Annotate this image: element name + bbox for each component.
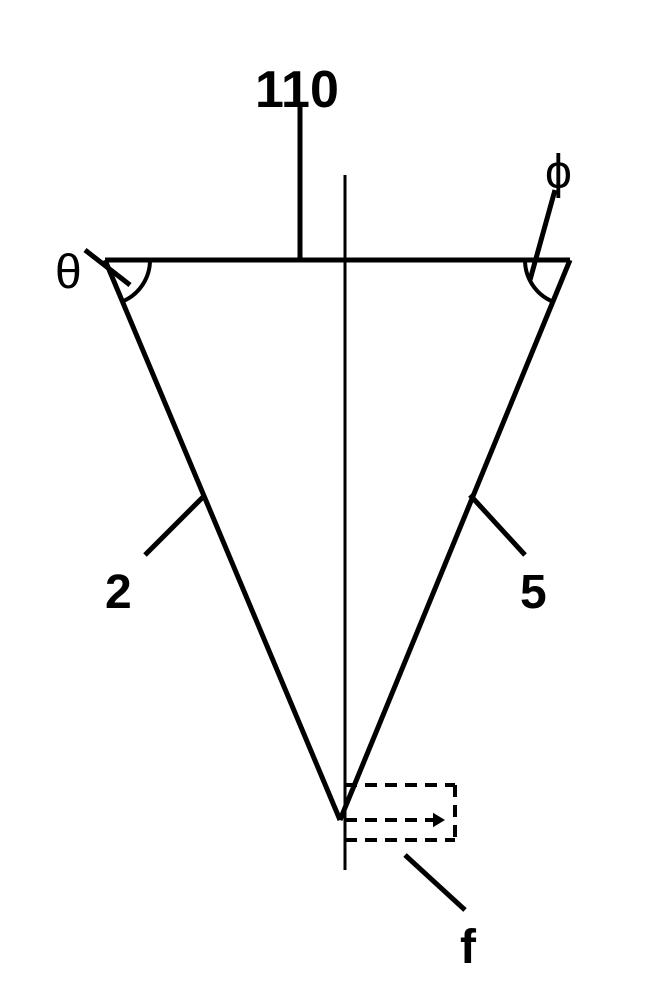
theta-label: θ — [55, 245, 82, 300]
geometric-diagram: 110 θ ϕ 2 5 f — [0, 0, 653, 984]
label-2: 2 — [105, 565, 132, 620]
title-number-label: 110 — [255, 60, 339, 120]
label-5: 5 — [520, 565, 547, 620]
label-f: f — [460, 920, 476, 975]
phi-label: ϕ — [545, 145, 572, 200]
